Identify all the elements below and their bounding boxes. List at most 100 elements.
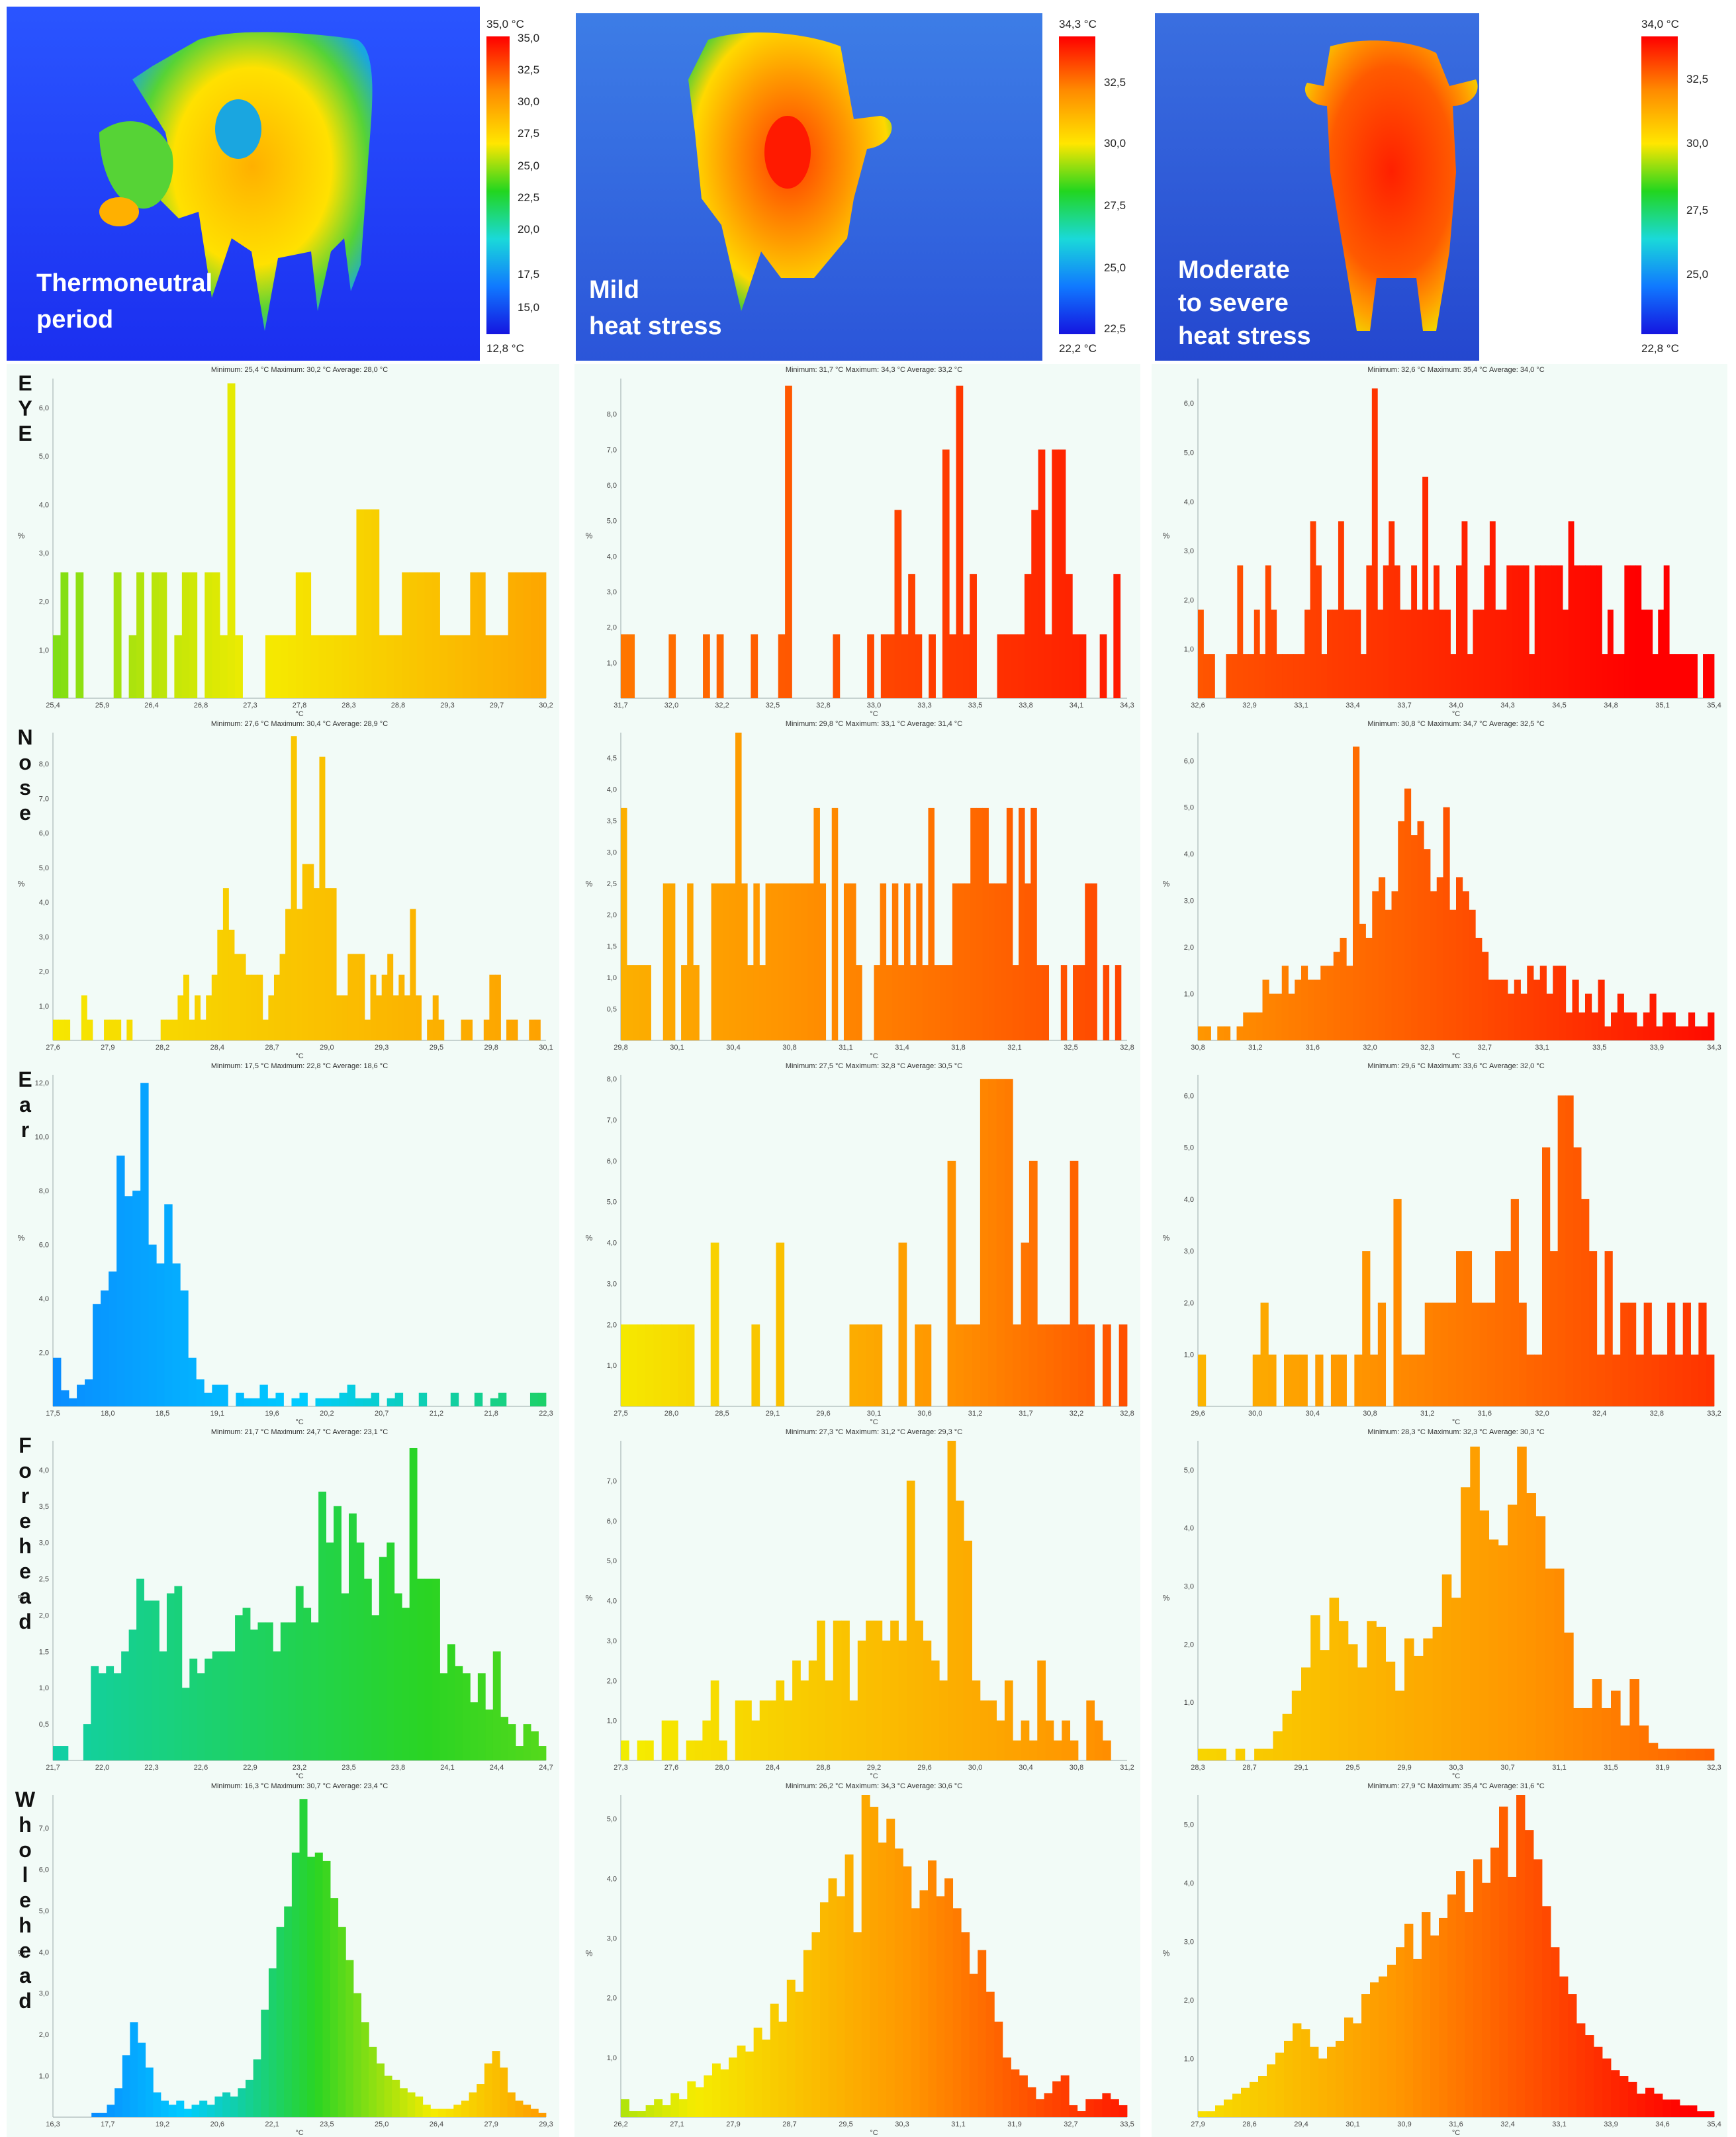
histogram-bar bbox=[1501, 979, 1508, 1040]
histogram-bar bbox=[280, 635, 289, 698]
x-axis-label: °C bbox=[870, 1052, 878, 1060]
histogram-bar bbox=[1645, 2087, 1655, 2117]
histogram-bar bbox=[645, 965, 651, 1040]
x-tick-label: 31,8 bbox=[951, 1044, 965, 1052]
histogram-bar bbox=[1361, 1994, 1371, 2117]
histogram-bar bbox=[1546, 993, 1553, 1040]
histogram-bar bbox=[784, 1700, 793, 1760]
histogram-bar bbox=[637, 2111, 647, 2117]
histogram-bar bbox=[145, 2068, 154, 2117]
histogram-bar bbox=[308, 864, 314, 1040]
histogram-bar bbox=[1093, 2099, 1103, 2117]
x-tick-label: 31,1 bbox=[951, 2120, 965, 2128]
y-tick-label: 2,0 bbox=[39, 598, 49, 606]
histogram-bar bbox=[159, 1651, 167, 1760]
histogram-bar bbox=[211, 974, 218, 1040]
histogram-bar bbox=[126, 1019, 133, 1040]
histogram-bar bbox=[447, 1644, 455, 1760]
histogram-bar bbox=[1525, 1830, 1534, 2117]
histogram-bar bbox=[751, 1324, 760, 1406]
y-tick-label: 2,5 bbox=[607, 880, 617, 888]
histogram-bar bbox=[1091, 883, 1097, 1040]
histogram-bar bbox=[1379, 877, 1386, 1040]
histogram-summary: Minimum: 30,8 °C Maximum: 34,7 °C Averag… bbox=[1367, 720, 1544, 728]
histogram-bar bbox=[172, 1263, 181, 1406]
histogram-bar bbox=[1508, 993, 1515, 1040]
x-tick-label: 33,4 bbox=[1346, 702, 1359, 709]
histogram-bar bbox=[759, 965, 766, 1040]
histogram-wholehead-mild: Minimum: 26,2 °C Maximum: 34,3 °C Averag… bbox=[574, 1780, 1140, 2137]
histogram-bar bbox=[1052, 2081, 1062, 2117]
histogram-bar bbox=[422, 2105, 431, 2117]
histogram-bar bbox=[888, 634, 895, 698]
y-tick-label: 7,0 bbox=[39, 795, 49, 803]
x-axis-label: °C bbox=[295, 1772, 303, 1780]
histogram-bar bbox=[500, 635, 509, 698]
histogram-bar bbox=[1021, 1242, 1030, 1406]
histogram-bar bbox=[409, 1447, 418, 1760]
histogram-bar bbox=[1260, 1302, 1269, 1406]
x-tick-label: 34,1 bbox=[1070, 702, 1083, 709]
y-tick-label: 3,0 bbox=[607, 1637, 617, 1645]
histogram-bar bbox=[1467, 654, 1473, 698]
histogram-bar bbox=[336, 995, 343, 1040]
histogram-bar bbox=[1250, 2081, 1259, 2117]
histogram-bar bbox=[1338, 1354, 1347, 1406]
y-axis-label: % bbox=[18, 1234, 25, 1243]
histogram-bar bbox=[1413, 1958, 1422, 2117]
histogram-bar bbox=[621, 807, 627, 1040]
histogram-bar bbox=[531, 1731, 539, 1760]
histogram-bar bbox=[949, 634, 956, 698]
histogram-bar bbox=[1482, 952, 1489, 1040]
histogram-bar bbox=[432, 1578, 440, 1760]
x-tick-label: 30,1 bbox=[670, 1044, 684, 1052]
x-tick-label: 25,9 bbox=[95, 702, 109, 709]
histogram-bar bbox=[60, 572, 69, 698]
histogram-bar bbox=[783, 883, 790, 1040]
histogram-bar bbox=[371, 1392, 380, 1406]
histogram-bar bbox=[176, 2101, 185, 2117]
x-tick-label: 29,5 bbox=[1346, 1764, 1359, 1772]
x-tick-label: 28,8 bbox=[816, 1764, 830, 1772]
histogram-bar bbox=[259, 1385, 268, 1406]
histogram-bar bbox=[188, 1357, 197, 1406]
histogram-bar bbox=[1698, 1302, 1707, 1406]
histogram-bar bbox=[1652, 654, 1659, 698]
histogram-bar bbox=[227, 1651, 236, 1760]
histogram-bar bbox=[915, 1620, 923, 1760]
y-tick-label: 8,0 bbox=[607, 411, 617, 419]
x-tick-label: 28,0 bbox=[715, 1764, 729, 1772]
histogram-bar bbox=[339, 1392, 347, 1406]
histogram-bar bbox=[307, 1856, 316, 2117]
y-tick-label: 1,5 bbox=[39, 1648, 49, 1656]
histogram-bar bbox=[1488, 1539, 1499, 1760]
histogram-bar bbox=[923, 1324, 932, 1406]
histogram-bar bbox=[490, 1398, 499, 1406]
histogram-bar bbox=[1366, 565, 1373, 698]
histogram-bar bbox=[861, 1795, 870, 2117]
x-tick-label: 28,4 bbox=[210, 1044, 224, 1052]
histogram-bar bbox=[1669, 654, 1676, 698]
y-tick-label: 8,0 bbox=[39, 1187, 49, 1195]
histogram-bar bbox=[906, 1480, 915, 1761]
histogram-bar bbox=[1424, 1302, 1433, 1406]
histogram-bar bbox=[402, 1608, 410, 1760]
histogram-bar bbox=[996, 1720, 1005, 1761]
histogram-bar bbox=[285, 909, 292, 1040]
histogram-bar bbox=[1534, 1354, 1543, 1406]
histogram-bar bbox=[1004, 1079, 1013, 1406]
x-tick-label: 31,9 bbox=[1007, 2120, 1021, 2128]
histogram-bar bbox=[916, 883, 923, 1040]
x-tick-label: 29,0 bbox=[320, 1044, 334, 1052]
histogram-bar bbox=[1440, 1302, 1449, 1406]
y-tick-label: 7,0 bbox=[607, 1116, 617, 1124]
histogram-bar bbox=[1462, 891, 1469, 1040]
x-tick-label: 31,2 bbox=[1420, 1410, 1434, 1418]
histogram-bar bbox=[1036, 965, 1043, 1040]
x-tick-label: 33,1 bbox=[1535, 1044, 1549, 1052]
y-tick-label: 4,0 bbox=[1184, 1880, 1194, 1887]
histogram-bar bbox=[349, 635, 357, 698]
histogram-bar bbox=[890, 1620, 899, 1760]
histogram-bar bbox=[661, 1324, 670, 1406]
